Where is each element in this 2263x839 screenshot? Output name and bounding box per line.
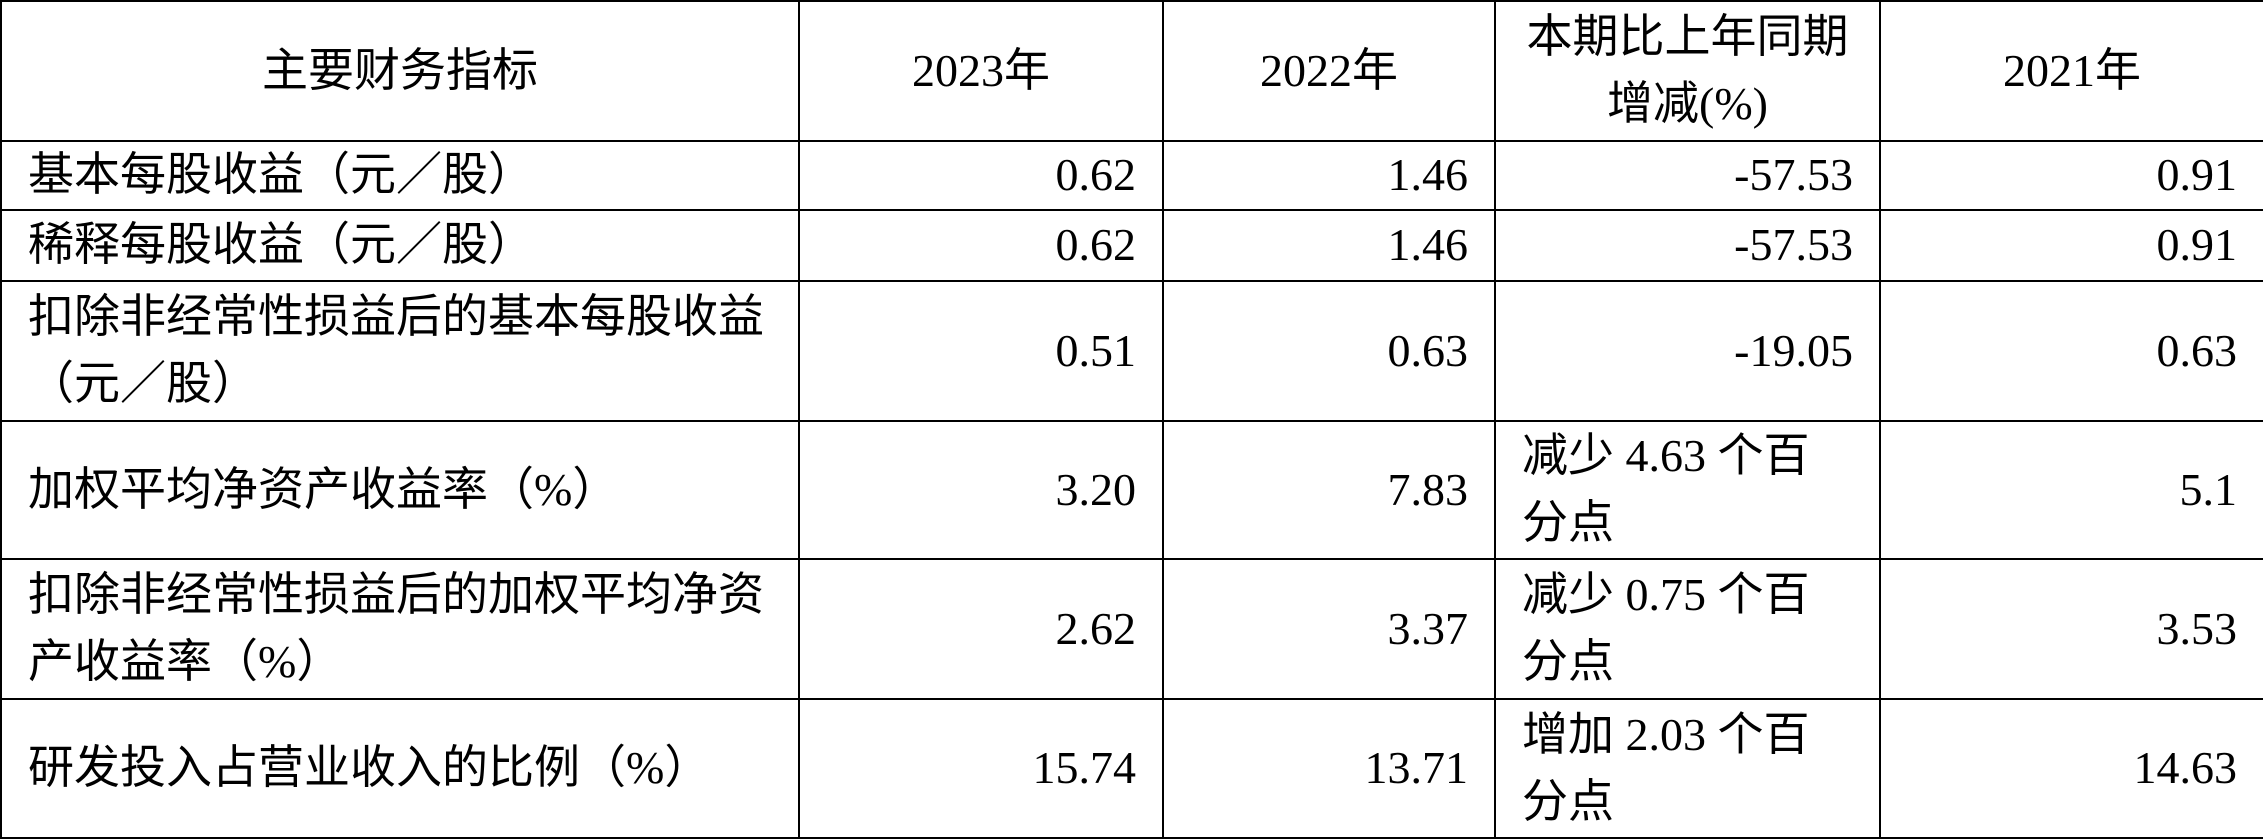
row-label: 稀释每股收益（元／股） — [0, 209, 800, 282]
data-row: 研发投入占营业收入的比例（%） 15.74 13.71 增加 2.03 个百分点 14.… — [0, 698, 2263, 839]
data-row: 基本每股收益（元／股） 0.62 1.46 -57.53 0.91 — [0, 140, 2263, 211]
header-cell: 2021年 — [1879, 0, 2263, 142]
cell: -57.53 — [1494, 140, 1881, 211]
header-cell: 2023年 — [798, 0, 1164, 142]
cell: 3.53 — [1879, 558, 2263, 700]
cell: 15.74 — [798, 698, 1164, 839]
cell: 1.46 — [1162, 209, 1496, 282]
cell: -57.53 — [1494, 209, 1881, 282]
cell: 0.63 — [1879, 280, 2263, 422]
cell: 0.91 — [1879, 140, 2263, 211]
header-row: 主要财务指标 2023年 2022年 本期比上年同期增减(%) 2021年 — [0, 0, 2263, 142]
cell: 0.62 — [798, 209, 1164, 282]
cell: 1.46 — [1162, 140, 1496, 211]
cell: 7.83 — [1162, 420, 1496, 560]
cell: 0.51 — [798, 280, 1164, 422]
row-label: 研发投入占营业收入的比例（%） — [0, 698, 800, 839]
cell: 14.63 — [1879, 698, 2263, 839]
data-row: 扣除非经常性损益后的加权平均净资产收益率（%） 2.62 3.37 减少 0.75 个… — [0, 558, 2263, 700]
data-row: 扣除非经常性损益后的基本每股收益（元／股） 0.51 0.63 -19.05 0.63 — [0, 280, 2263, 422]
cell: 减少 0.75 个百分点 — [1494, 558, 1881, 700]
cell: 2.62 — [798, 558, 1164, 700]
row-label: 加权平均净资产收益率（%） — [0, 420, 800, 560]
cell: -19.05 — [1494, 280, 1881, 422]
data-row: 稀释每股收益（元／股） 0.62 1.46 -57.53 0.91 — [0, 209, 2263, 282]
row-label: 扣除非经常性损益后的基本每股收益（元／股） — [0, 280, 800, 422]
cell: 0.62 — [798, 140, 1164, 211]
cell: 减少 4.63 个百分点 — [1494, 420, 1881, 560]
header-cell: 主要财务指标 — [0, 0, 800, 142]
cell: 0.91 — [1879, 209, 2263, 282]
header-cell: 本期比上年同期增减(%) — [1494, 0, 1881, 142]
cell: 增加 2.03 个百分点 — [1494, 698, 1881, 839]
header-cell: 2022年 — [1162, 0, 1496, 142]
cell: 5.1 — [1879, 420, 2263, 560]
row-label: 扣除非经常性损益后的加权平均净资产收益率（%） — [0, 558, 800, 700]
data-row: 加权平均净资产收益率（%） 3.20 7.83 减少 4.63 个百分点 5.1 — [0, 420, 2263, 560]
cell: 0.63 — [1162, 280, 1496, 422]
cell: 3.20 — [798, 420, 1164, 560]
cell: 13.71 — [1162, 698, 1496, 839]
row-label: 基本每股收益（元／股） — [0, 140, 800, 211]
cell: 3.37 — [1162, 558, 1496, 700]
